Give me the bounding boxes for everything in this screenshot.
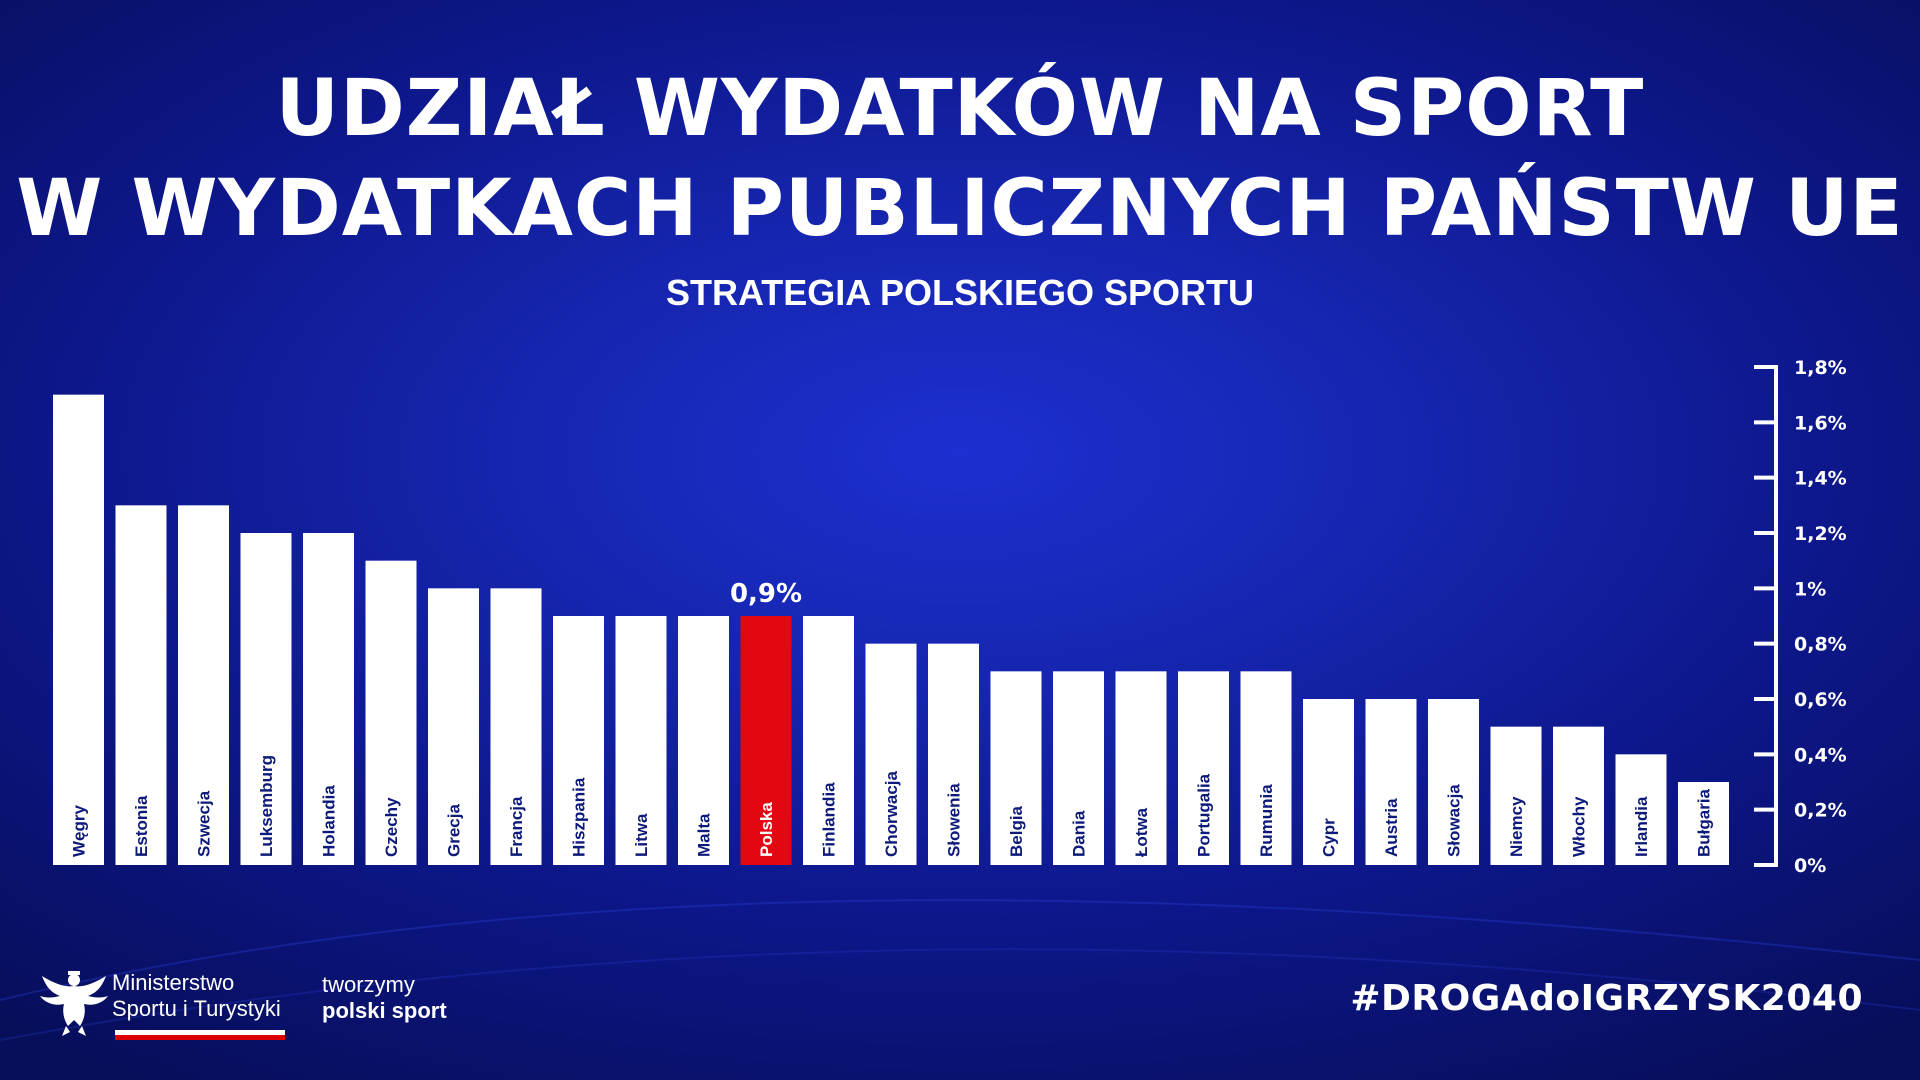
y-tick-label: 1,8% <box>1794 357 1847 379</box>
bar-grecja <box>428 588 479 865</box>
bar-wegry <box>53 394 104 865</box>
bar-francja <box>490 588 542 865</box>
bar-irlandia <box>1615 754 1667 865</box>
bar-label-chorwacja: Chorwacja <box>882 770 901 857</box>
bar-austria <box>1365 699 1417 865</box>
bar-label-wegry: Węgry <box>70 805 89 858</box>
bar-label-lotwa: Łotwa <box>1132 807 1151 857</box>
bar-label-francja: Francja <box>507 796 526 857</box>
bar-estonia <box>115 505 167 865</box>
bar-label-niemcy: Niemcy <box>1507 796 1526 857</box>
bar-lotwa <box>1115 671 1167 865</box>
bar-belgia <box>990 671 1042 865</box>
ministry-name-line-2: Sportu i Turystyki <box>112 996 281 1021</box>
bar-label-cypr: Cypr <box>1320 818 1339 857</box>
bar-wlochy <box>1553 726 1604 865</box>
bar-label-dania: Dania <box>1070 810 1089 857</box>
bar-label-litwa: Litwa <box>632 813 651 857</box>
bar-rumunia <box>1240 671 1292 865</box>
bar-cypr <box>1303 699 1354 865</box>
chart-title-line-2: W WYDATKACH PUBLICZNYCH PAŃSTW UE <box>16 164 1904 254</box>
bar-malta <box>678 616 729 865</box>
bar-hiszpania <box>553 616 604 865</box>
flag-stripe <box>115 1030 285 1040</box>
bar-label-czechy: Czechy <box>382 797 401 857</box>
y-tick-label: 1,2% <box>1794 523 1847 545</box>
bar-label-austria: Austria <box>1382 798 1401 857</box>
bar-bulgaria <box>1678 782 1729 865</box>
chart-title-line-1: UDZIAŁ WYDATKÓW NA SPORT <box>275 64 1645 154</box>
ministry-name-line-1: Ministerstwo <box>112 970 235 995</box>
highlight-value-label: 0,9% <box>730 579 802 609</box>
y-tick-label: 0,8% <box>1794 634 1847 656</box>
bar-label-bulgaria: Bułgaria <box>1695 788 1714 857</box>
y-tick-label: 1,6% <box>1794 412 1847 434</box>
bar-label-malta: Malta <box>695 813 714 857</box>
bar-portugalia <box>1178 671 1229 865</box>
y-tick-label: 1,4% <box>1794 468 1847 490</box>
white-eagle-emblem-icon <box>40 971 108 1036</box>
bar-label-holandia: Holandia <box>320 785 339 857</box>
bar-dania <box>1053 671 1104 865</box>
y-tick-label: 0,2% <box>1794 800 1847 822</box>
bar-finlandia <box>803 616 854 865</box>
bar-label-grecja: Grecja <box>445 804 464 857</box>
bar-label-hiszpania: Hiszpania <box>570 777 589 857</box>
slogan-line-1: tworzymy <box>322 972 415 997</box>
bar-label-irlandia: Irlandia <box>1632 796 1651 857</box>
ministry-name: Ministerstwo Sportu i Turystyki <box>112 970 281 1022</box>
hashtag: #DROGAdoIGRZYSK2040 <box>1350 978 1863 1019</box>
bar-label-slowacja: Słowacja <box>1445 784 1464 857</box>
bar-label-portugalia: Portugalia <box>1195 773 1214 857</box>
y-tick-label: 0% <box>1794 855 1826 877</box>
bar-label-slowenia: Słowenia <box>945 783 964 857</box>
y-axis-group: 0% 0,2% 0,4% 0,6% 0,8% 1% 1,2% 1,4% 1,6% 1,8% <box>1754 357 1847 877</box>
bar-niemcy <box>1490 726 1542 865</box>
y-tick-label: 0,4% <box>1794 744 1847 766</box>
bar-czechy <box>365 560 417 865</box>
bar-slowenia <box>928 643 979 865</box>
bar-holandia <box>303 533 354 865</box>
bar-litwa <box>615 616 667 865</box>
bar-label-estonia: Estonia <box>132 795 151 857</box>
bar-label-rumunia: Rumunia <box>1257 784 1276 857</box>
bar-polska <box>740 616 792 865</box>
bar-label-luksemburg: Luksemburg <box>257 755 276 857</box>
bars-group: Węgry Estonia Szwecja Luksemburg Holandia Cze… <box>53 394 1729 865</box>
y-tick-label: 1% <box>1794 578 1826 600</box>
bar-slowacja <box>1428 699 1479 865</box>
slogan-line-2: polski sport <box>322 998 447 1023</box>
bar-label-belgia: Belgia <box>1007 805 1026 857</box>
y-tick-label: 0,6% <box>1794 689 1847 711</box>
bar-chorwacja <box>865 643 917 865</box>
bar-label-polska: Polska <box>757 802 776 857</box>
bar-szwecja <box>178 505 229 865</box>
slogan: tworzymy polski sport <box>322 972 447 1024</box>
bar-label-szwecja: Szwecja <box>195 790 214 857</box>
bar-luksemburg <box>240 533 292 865</box>
bar-label-wlochy: Włochy <box>1570 796 1589 857</box>
chart-subtitle: STRATEGIA POLSKIEGO SPORTU <box>665 272 1255 313</box>
bar-label-finlandia: Finlandia <box>820 782 839 857</box>
